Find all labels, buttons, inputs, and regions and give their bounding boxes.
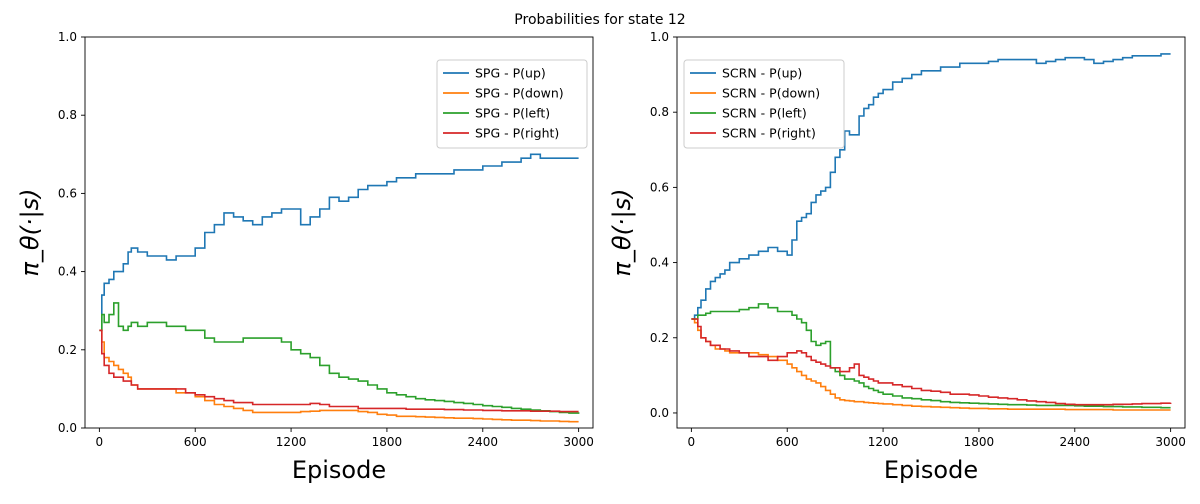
scrn-x-axis-title: Episode — [884, 456, 978, 484]
spg-legend-label: SPG - P(left) — [475, 106, 550, 121]
scrn-series-line-4 — [691, 318, 1172, 406]
spg-legend-box — [436, 59, 588, 149]
scrn-x-tick-label: 600 — [776, 435, 799, 449]
spg-y-tick-label: 1.0 — [58, 30, 77, 44]
scrn-y-tick-label: 0.0 — [650, 406, 669, 420]
scrn-x-tick-label: 3000 — [1155, 435, 1186, 449]
spg-x-tick-label: 2400 — [468, 435, 499, 449]
spg-legend-label: SPG - P(up) — [475, 66, 546, 81]
spg-legend-label: SPG - P(right) — [475, 126, 559, 141]
scrn-legend-label: SCRN - P(up) — [722, 66, 802, 81]
spg-y-tick-label: 0.8 — [58, 108, 77, 122]
scrn-axes-frame — [676, 36, 1186, 429]
scrn-x-tick-label: 0 — [688, 435, 696, 449]
scrn-y-tick-label: 0.4 — [650, 256, 669, 270]
scrn-series-line-3 — [691, 303, 1171, 409]
spg-legend: SPG - P(up) SPG - P(down) SPG - P(left) SPG… — [436, 59, 588, 149]
scrn-legend-label: SCRN - P(right) — [722, 126, 816, 141]
spg-x-tick-label: 1800 — [372, 435, 403, 449]
spg-x-tick-label: 600 — [184, 435, 207, 449]
scrn-series-line-1 — [691, 53, 1171, 320]
spg-x-axis-title: Episode — [292, 456, 386, 484]
scrn-y-tick-label: 0.6 — [650, 180, 669, 194]
scrn-y-tick-label: 0.2 — [650, 331, 669, 345]
spg-series-line-1 — [99, 153, 579, 332]
scrn-y-tick-label: 0.8 — [650, 105, 669, 119]
spg-y-tick-label: 0.2 — [58, 343, 77, 357]
scrn-legend-label: SCRN - P(down) — [722, 86, 820, 101]
scrn-legend-box — [683, 59, 845, 149]
figure-suptitle: Probabilities for state 12 — [514, 12, 685, 28]
spg-x-tick-label: 0 — [96, 435, 104, 449]
spg-series-line-4 — [99, 329, 579, 413]
chart-scrn: 0 600 1200 1800 2400 3000 0.0 0.2 0.4 0.6 0.8 1.0 Ep… — [608, 30, 1186, 484]
chart-spg: 0 600 1200 1800 2400 3000 0.0 0.2 0.4 0.6 0.8 1.0 Ep… — [16, 30, 594, 484]
spg-x-tick-label: 1200 — [276, 435, 307, 449]
spg-series-line-3 — [99, 302, 580, 414]
scrn-x-tick-label: 2400 — [1060, 435, 1091, 449]
scrn-x-tick-label: 1800 — [964, 435, 995, 449]
scrn-series-line-2 — [691, 318, 1171, 411]
spg-y-tick-label: 0.4 — [58, 265, 77, 279]
scrn-y-axis-title: π_θ(·|s) — [608, 188, 636, 276]
scrn-y-tick-label: 1.0 — [650, 30, 669, 44]
spg-x-tick-label: 3000 — [563, 435, 594, 449]
scrn-legend: SCRN - P(up) SCRN - P(down) SCRN - P(left)… — [683, 59, 845, 149]
spg-axes-frame — [84, 36, 594, 429]
spg-y-tick-label: 0.6 — [58, 186, 77, 200]
spg-legend-label: SPG - P(down) — [475, 86, 564, 101]
spg-y-tick-label: 0.0 — [58, 421, 77, 435]
scrn-legend-label: SCRN - P(left) — [722, 106, 807, 121]
spg-y-axis-title: π_θ(·|s) — [16, 188, 44, 276]
scrn-x-tick-label: 1200 — [868, 435, 899, 449]
